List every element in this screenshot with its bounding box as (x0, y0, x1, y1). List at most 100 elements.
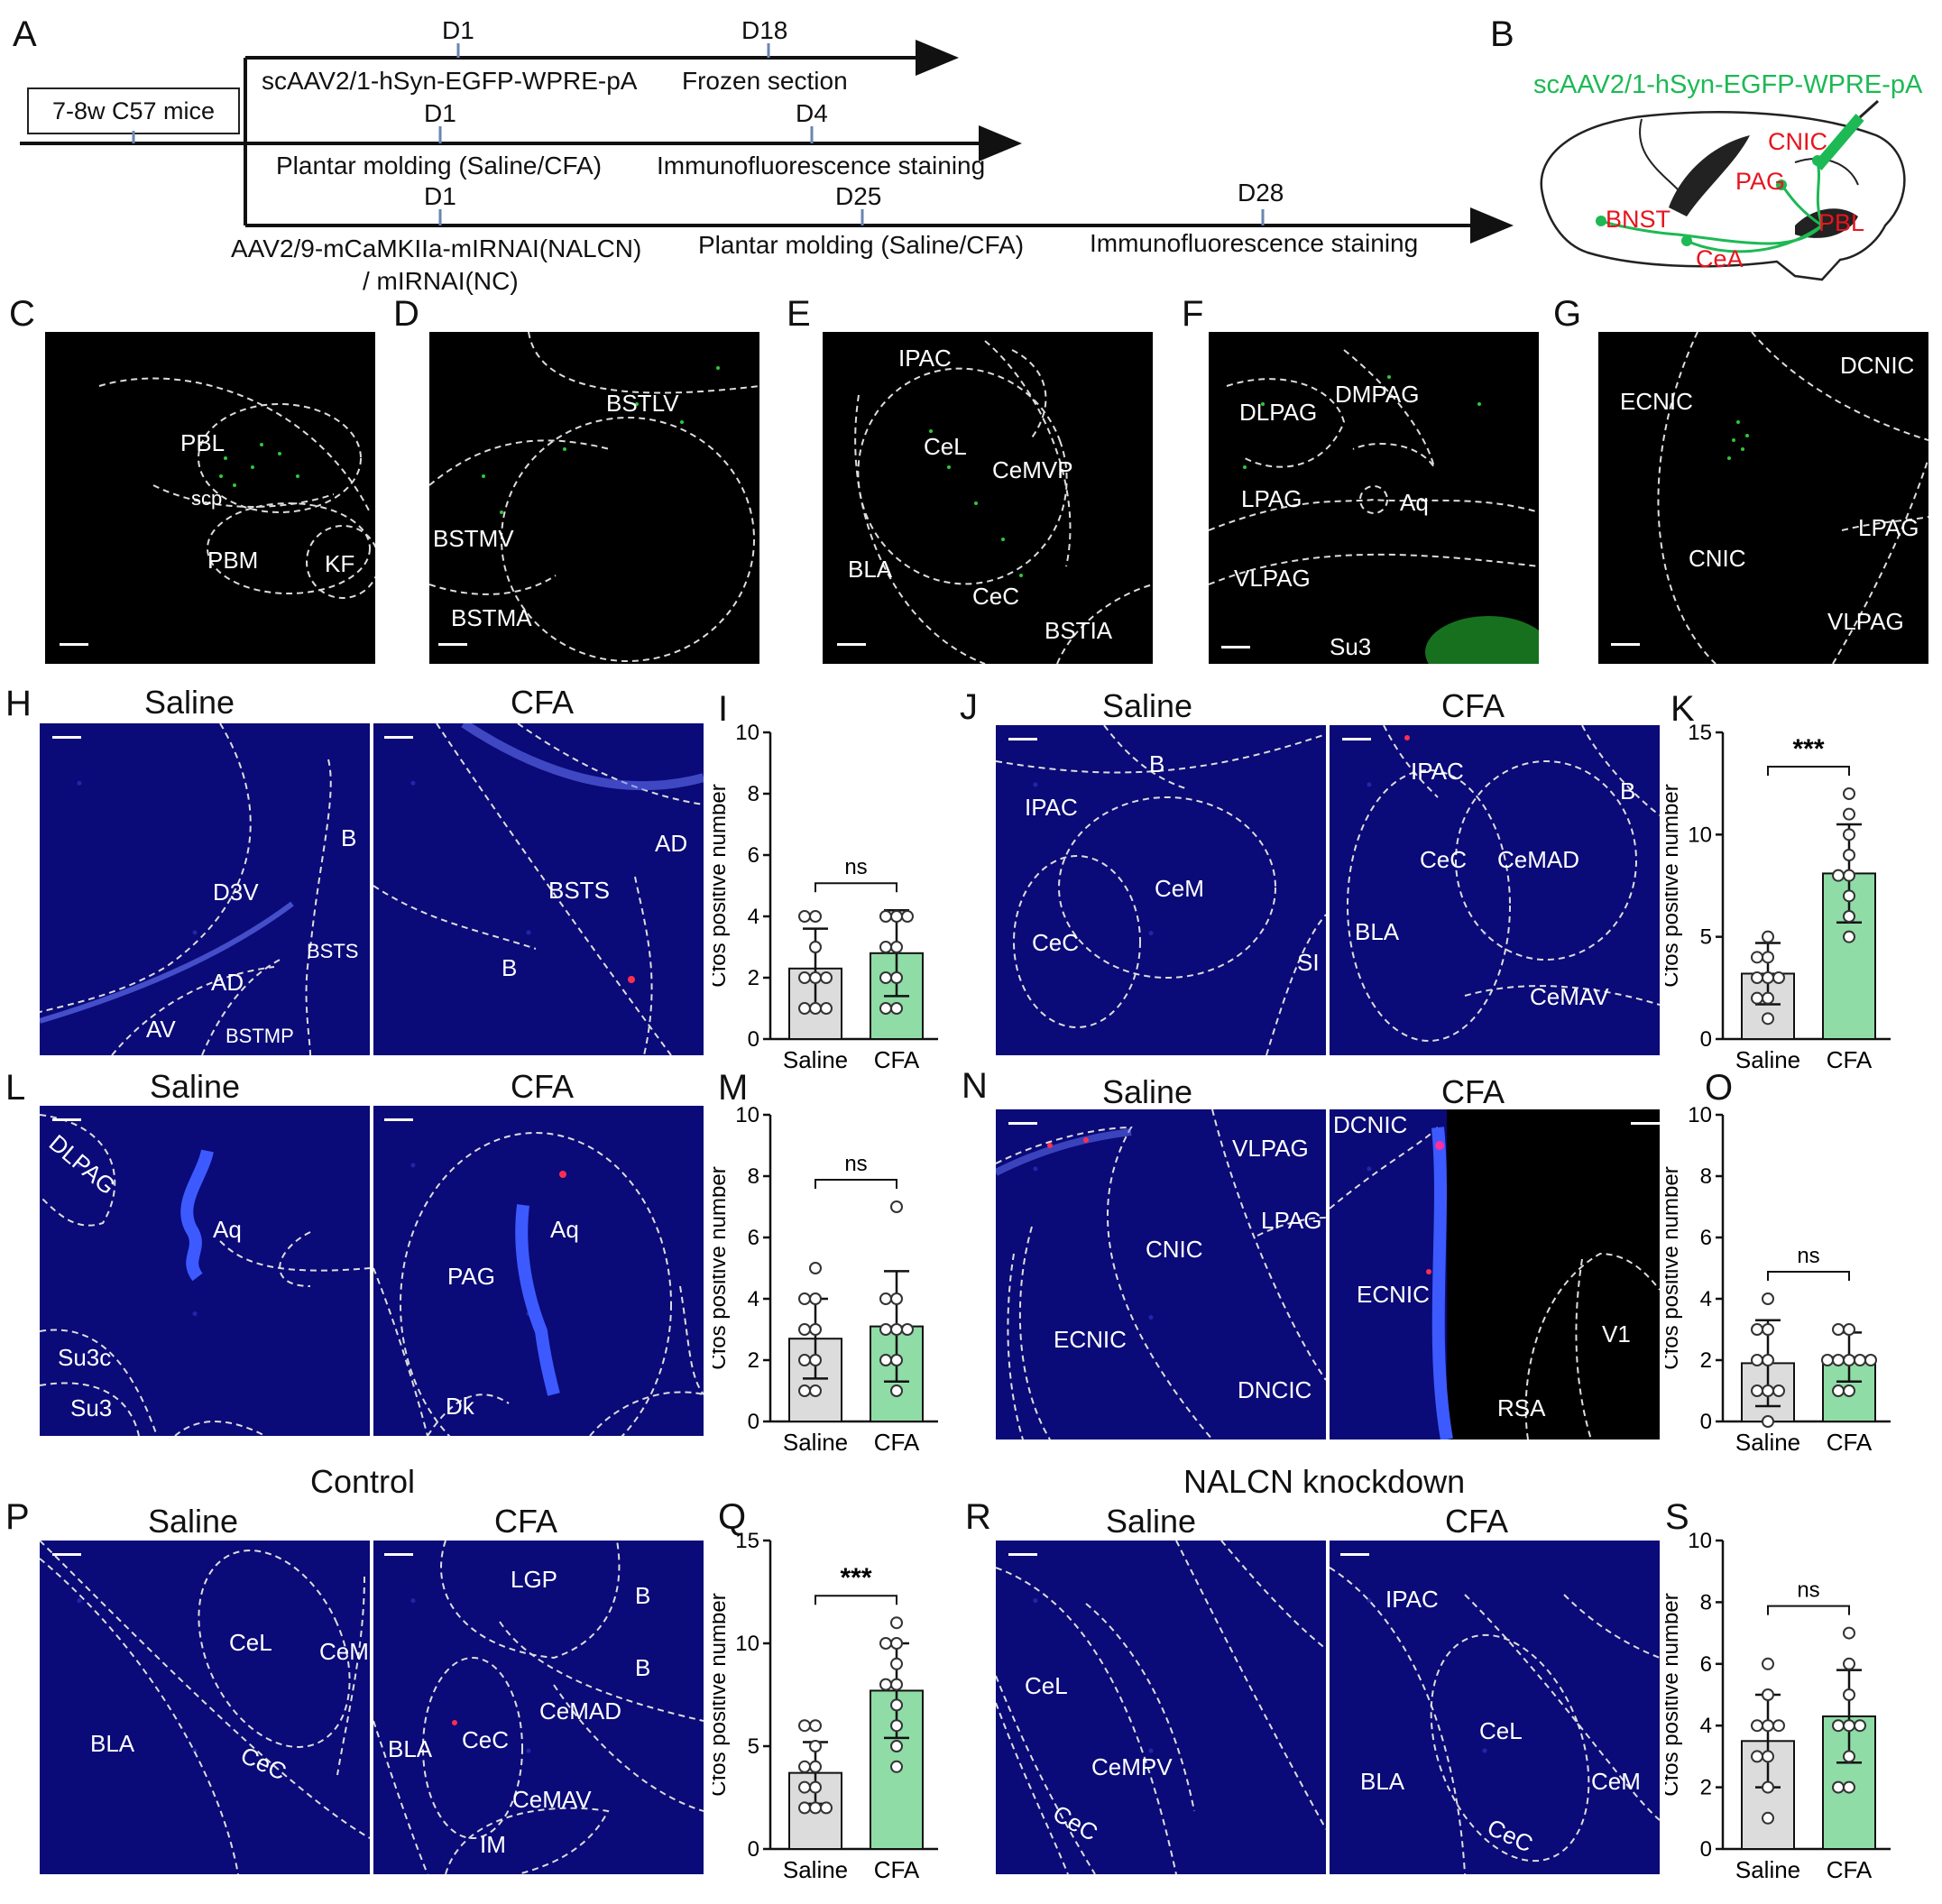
chart-o-point (1762, 1323, 1774, 1336)
chart-q-point (798, 1780, 811, 1794)
chart-o-xtick-label: Saline (1735, 1429, 1800, 1456)
h-s-label-av: AV (146, 1016, 176, 1043)
c-label-pbl: PBL (180, 429, 225, 456)
control-title: Control (310, 1463, 416, 1500)
panel-label-f: F (1182, 294, 1204, 334)
chart-k-point (1772, 971, 1785, 984)
chart-s-ytick-label: 6 (1700, 1652, 1712, 1677)
chart-s-point (1751, 1719, 1763, 1733)
chart-m-sig-label: ns (844, 1152, 867, 1176)
p-c-label-lgp: LGP (511, 1566, 558, 1593)
chart-q-ytick-label: 15 (735, 1530, 759, 1553)
h-c-label-b: B (502, 954, 518, 981)
chart-s-point (1843, 1626, 1855, 1640)
j-cfa-title: CFA (1441, 687, 1505, 724)
e-label-cemvp: CeMVP (992, 456, 1073, 483)
chart-k-point (1762, 971, 1774, 984)
chart-m-point (809, 1292, 822, 1305)
chart-i-ytick-label: 0 (748, 1027, 759, 1052)
chart-s-ytick-label: 8 (1700, 1590, 1712, 1614)
j-s-label-si: SI (1297, 949, 1320, 976)
chart-m-point (809, 1354, 822, 1366)
bar-chart-o: Cfos positive number 0 2 4 6 8 10 Saline CFA ns (1665, 1104, 1891, 1456)
chart-i-ytick-label: 8 (748, 782, 759, 806)
tl-r3-d28: D28 (1238, 179, 1284, 207)
chart-i-point (809, 971, 822, 984)
chart-q-point (890, 1616, 903, 1630)
tl-r1-d1: D1 (442, 16, 474, 44)
j-s-label-ipac: IPAC (1025, 794, 1078, 821)
p-s-label-cem: CeM (319, 1638, 369, 1665)
chart-i-point (798, 910, 811, 923)
n-c-label-v1: V1 (1602, 1320, 1631, 1348)
r-c-label-cel: CeL (1479, 1717, 1523, 1744)
image-panel-l-saline: DLPAG Aq Su3c Su3 (40, 1106, 370, 1436)
chart-m-point (890, 1323, 903, 1336)
h-s-label-d3v: D3V (213, 878, 259, 906)
chart-s-xtick-label: CFA (1827, 1856, 1873, 1883)
p-saline-title: Saline (148, 1503, 239, 1540)
chart-m-ytick-label: 10 (735, 1104, 759, 1127)
chart-o-point (1854, 1354, 1866, 1366)
b-cea: CeA (1696, 245, 1744, 272)
chart-i-point (879, 1002, 892, 1015)
h-s-label-ad: AD (211, 969, 244, 996)
chart-i-ylabel: Cfos positive number (713, 784, 731, 987)
l-saline-title: Saline (150, 1068, 241, 1105)
mice-box: 7-8w C57 mice (27, 87, 240, 134)
bar-chart-i: Cfos positive number 0 2 4 6 8 10 Saline CFA ns (713, 722, 938, 1073)
panel-label-r: R (965, 1497, 991, 1537)
chart-s-sig-label: ns (1797, 1578, 1819, 1603)
bar-chart-m: Cfos positive number 0 2 4 6 8 10 Saline CFA ns (713, 1104, 938, 1456)
j-s-label-b: B (1149, 750, 1165, 777)
h-s-label-bstmp: BSTMP (225, 1025, 294, 1047)
chart-k-point (1751, 991, 1763, 1005)
r-saline-title: Saline (1106, 1503, 1197, 1540)
n-s-label-lpag: LPAG (1261, 1207, 1322, 1234)
chart-k-xtick-label: CFA (1827, 1046, 1873, 1073)
c-label-scp: scp (191, 487, 223, 510)
chart-q-point (809, 1740, 822, 1752)
l-s-label-aq: Aq (213, 1216, 242, 1243)
n-s-label-dncic: DNCIC (1238, 1376, 1312, 1403)
chart-m-ytick-label: 0 (748, 1410, 759, 1434)
l-c-label-pag: PAG (447, 1263, 495, 1290)
chart-m-point (809, 1323, 822, 1336)
chart-k-point (1843, 910, 1855, 923)
chart-q-point (890, 1719, 903, 1733)
chart-s-point (1832, 1719, 1845, 1733)
chart-m-ylabel: Cfos positive number (713, 1166, 731, 1369)
chart-o-ytick-label: 0 (1700, 1410, 1712, 1434)
r-c-label-cem: CeM (1591, 1768, 1641, 1795)
g-label-vlpag: VLPAG (1827, 608, 1904, 635)
g-label-ecnic: ECNIC (1620, 388, 1693, 415)
l-cfa-title: CFA (511, 1068, 575, 1105)
n-c-label-ecnic: ECNIC (1357, 1281, 1430, 1308)
chart-m-ytick-label: 2 (748, 1348, 759, 1373)
j-c-label-b: B (1620, 777, 1636, 805)
chart-k-point (1762, 951, 1774, 964)
tl-r1-d18: D18 (741, 16, 788, 44)
p-c-label-cemav: CeMAV (512, 1786, 592, 1813)
chart-i-point (890, 941, 903, 953)
chart-q-point (879, 1637, 892, 1650)
chart-o-point (1832, 1384, 1845, 1397)
chart-k-point (1843, 787, 1855, 800)
chart-k-point (1762, 930, 1774, 943)
n-c-label-dcnic: DCNIC (1333, 1111, 1408, 1138)
chart-q-point (809, 1801, 822, 1815)
l-s-label-su3: Su3 (70, 1394, 113, 1421)
panel-label-i: I (718, 689, 729, 729)
chart-s-ylabel: Cfos positive number (1665, 1593, 1683, 1796)
chart-m-point (798, 1323, 811, 1336)
image-panel-h-saline: B D3V BSTS AD AV BSTMP (40, 723, 370, 1055)
chart-k-point (1762, 1012, 1774, 1026)
j-c-label-cemad: CeMAD (1497, 846, 1580, 873)
bar-chart-q: Cfos positive number 0 5 10 15 Saline CFA *** (713, 1530, 938, 1883)
tl-r3-model: Plantar molding (Saline/CFA) (698, 231, 1025, 259)
image-panel-l-cfa: Aq PAG Dk (373, 1106, 704, 1436)
chart-k-ytick-label: 15 (1688, 722, 1712, 745)
chart-s-point (1762, 1750, 1774, 1763)
image-panel-d: BSTLV BSTMV BSTMA (429, 332, 759, 664)
chart-i-point (901, 910, 914, 923)
